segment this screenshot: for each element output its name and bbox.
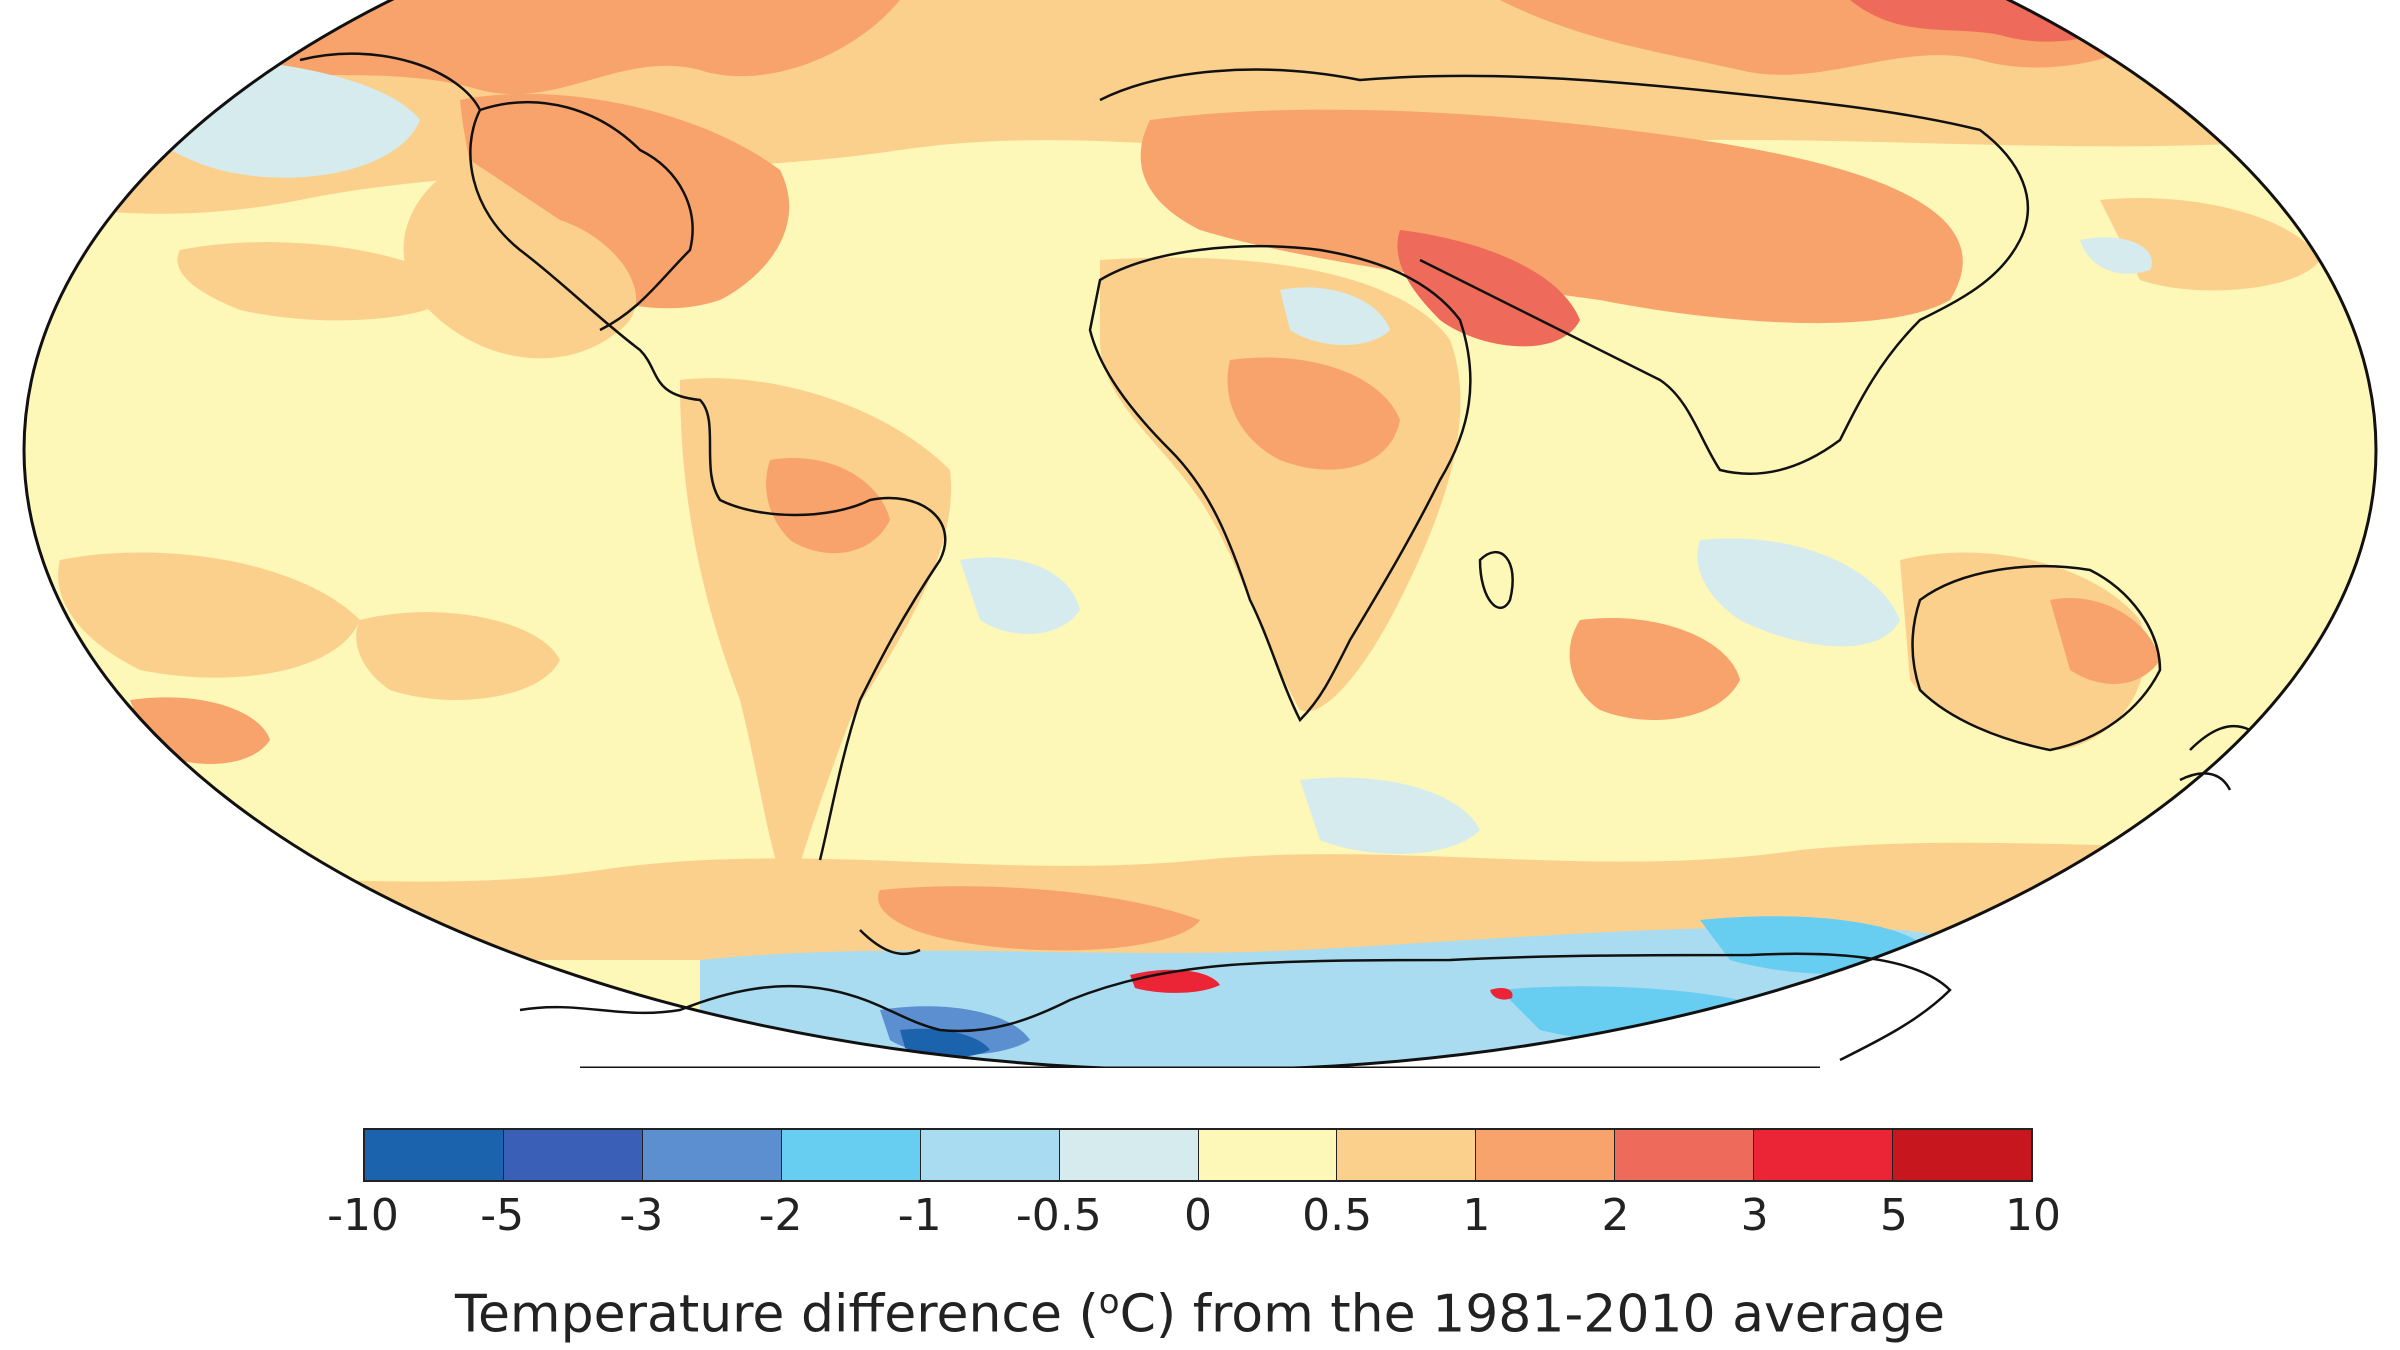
coastlines	[299, 52, 2251, 1062]
legend-tick-label: 0.5	[1302, 1190, 1373, 1241]
new-zealand-coastline	[2179, 724, 2251, 791]
warm-region	[766, 458, 890, 554]
legend-tick-label: 2	[1601, 1190, 1630, 1241]
warm-region	[878, 886, 1200, 951]
antarctica-coastline	[519, 952, 1952, 1062]
legend-swatch	[1893, 1130, 2032, 1180]
mild-region	[1100, 257, 1461, 712]
legend-swatch	[642, 1130, 782, 1180]
cool-region	[960, 557, 1080, 634]
madagascar-coastline	[1478, 551, 1514, 609]
mild-region	[58, 552, 361, 678]
legend-tick-label: -10	[327, 1190, 399, 1241]
legend-tick-label: -1	[897, 1190, 942, 1241]
legend-tick-label: 5	[1879, 1190, 1908, 1241]
legend-tick-label: 0	[1184, 1190, 1212, 1241]
warm-region	[1227, 357, 1400, 470]
warm-region	[1569, 618, 1740, 720]
hot-region	[24, 987, 300, 1068]
antarctic-peninsula-coastline	[859, 929, 921, 956]
legend-swatch	[1754, 1130, 1894, 1180]
legend-title-suffix: C) from the 1981-2010 average	[1119, 1284, 1945, 1345]
legend-swatch	[1476, 1130, 1616, 1180]
americas-coastline	[299, 52, 947, 861]
legend-title-prefix: Temperature difference (	[455, 1284, 1099, 1345]
warm-region	[2050, 598, 2160, 684]
australia-coastline	[1911, 565, 2162, 752]
legend-title: Temperature difference (oC) from the 198…	[0, 1282, 2400, 1344]
legend-swatch	[1615, 1130, 1755, 1180]
eurasia-coastline	[1099, 68, 2030, 475]
globe-outline	[22, 0, 2378, 1068]
legend-tick-label: -2	[758, 1190, 803, 1241]
mild-region	[356, 612, 560, 700]
cool-region	[1697, 538, 1900, 647]
cool-region	[1280, 287, 1390, 345]
warm-region	[24, 921, 360, 1068]
legend-tick-label: -3	[619, 1190, 664, 1241]
color-scale-legend	[363, 1128, 2033, 1182]
warm-region	[2060, 937, 2330, 1068]
legend-swatch	[503, 1130, 643, 1180]
mild-region	[403, 160, 637, 359]
legend-swatch	[1198, 1130, 1338, 1180]
legend-swatch	[1337, 1130, 1477, 1180]
very-cold-region	[900, 1028, 990, 1058]
north-america-coastline	[479, 100, 694, 332]
legend-tick-label: 1	[1462, 1190, 1491, 1241]
warm-region	[1140, 109, 1963, 324]
legend-tick-label: -5	[480, 1190, 525, 1241]
legend-swatch	[781, 1130, 921, 1180]
cool-region	[1300, 777, 1480, 854]
legend-swatch	[1059, 1130, 1199, 1180]
legend-swatch	[920, 1130, 1060, 1180]
cool-region	[2080, 237, 2152, 274]
legend-tick-label: -0.5	[1015, 1190, 1102, 1241]
africa-coastline	[1088, 245, 1472, 723]
very-hot-region	[1490, 987, 1513, 1000]
legend-tick-label: 3	[1740, 1190, 1769, 1241]
legend-swatch	[365, 1130, 504, 1180]
legend-tick-label: 10	[2005, 1190, 2061, 1241]
legend-title-degree: o	[1098, 1282, 1120, 1322]
mild-region	[177, 242, 460, 321]
mild-region	[2100, 198, 2320, 291]
anomaly-field	[24, 0, 2376, 1068]
